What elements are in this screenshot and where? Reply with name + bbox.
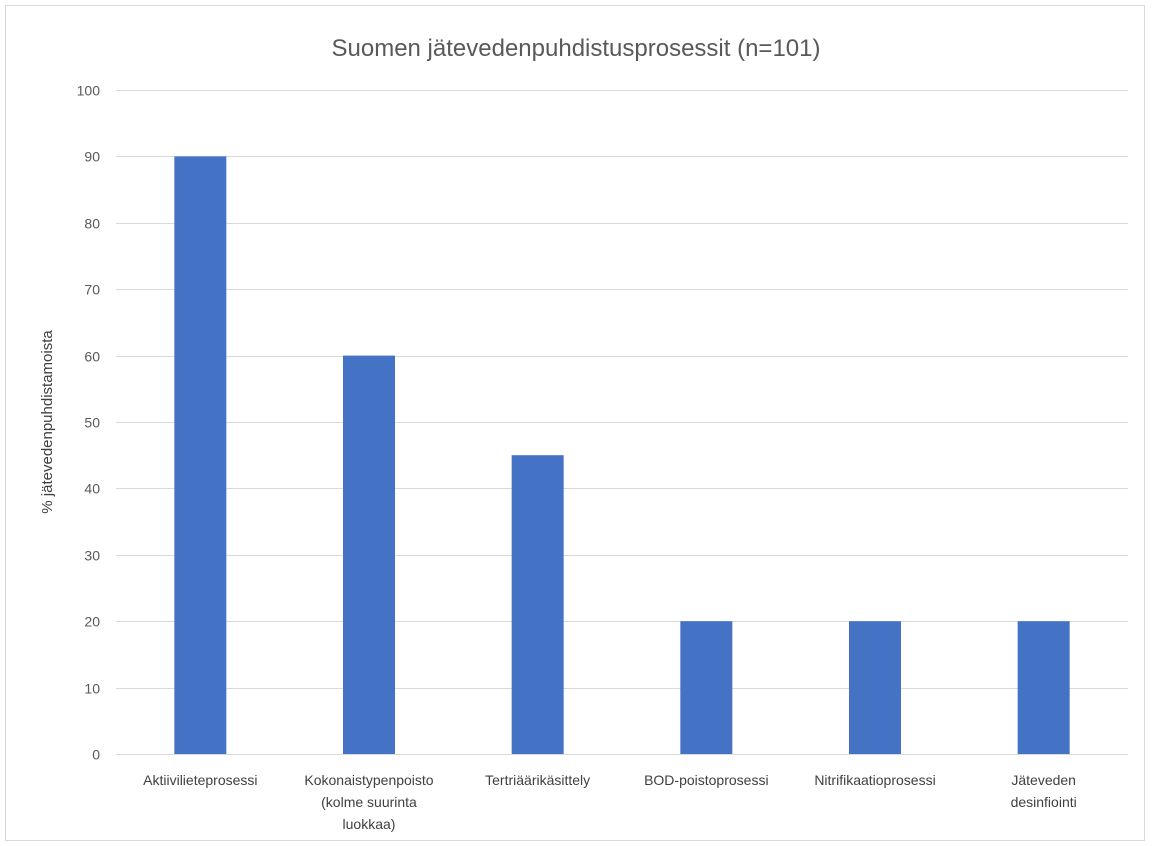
y-tick-label: 80 (84, 216, 100, 232)
bar (849, 621, 901, 754)
x-category-label-line: BOD-poistoprosessi (644, 772, 769, 788)
x-category-label: Jäteveden desinfiointi (1011, 772, 1077, 810)
x-category-label-line: (kolme suurinta (321, 794, 417, 810)
x-category-label-line: luokkaa) (343, 816, 396, 832)
bar (343, 355, 395, 754)
y-tick-label: 0 (92, 747, 100, 763)
chart-title: Suomen jätevedenpuhdistusprosessit (n=10… (332, 35, 821, 62)
y-axis-ticks: 0 10 20 30 40 50 60 70 80 90 100 (77, 83, 101, 763)
bars (174, 156, 1070, 754)
bar (1017, 621, 1070, 754)
y-tick-label: 40 (84, 481, 100, 497)
y-tick-label: 60 (84, 349, 100, 365)
x-category-label-line: Tertriäärikäsittely (485, 772, 590, 788)
y-tick-label: 30 (84, 548, 100, 564)
bar (174, 156, 227, 754)
y-axis-label: % jätevedenpuhdistamoista (39, 330, 56, 514)
y-tick-label: 100 (77, 83, 101, 99)
x-category-label-line: desinfiointi (1011, 794, 1077, 810)
bar (680, 621, 733, 754)
x-category-label-line: Kokonaistypenpoisto (304, 772, 433, 788)
x-category-label-line: Nitrifikaatioprosessi (814, 772, 935, 788)
x-category-label-line: Jäteveden (1011, 772, 1076, 788)
y-tick-label: 70 (84, 282, 100, 298)
y-tick-label: 50 (84, 415, 100, 431)
x-category-label: Nitrifikaatioprosessi (814, 772, 935, 788)
x-category-label: Aktiivilieteprosessi (143, 772, 257, 788)
bar (511, 455, 564, 754)
gridlines (116, 90, 1128, 755)
y-tick-label: 20 (84, 614, 100, 630)
y-tick-label: 10 (84, 681, 100, 697)
x-category-label-line: Aktiivilieteprosessi (143, 772, 257, 788)
y-tick-label: 90 (84, 149, 100, 165)
x-axis-categories: Aktiivilieteprosessi Kokonaistypenpoisto (… (143, 772, 1077, 832)
x-category-label: Kokonaistypenpoisto (kolme suurinta luokka… (304, 772, 433, 832)
x-category-label: Tertriäärikäsittely (485, 772, 590, 788)
x-category-label: BOD-poistoprosessi (644, 772, 769, 788)
